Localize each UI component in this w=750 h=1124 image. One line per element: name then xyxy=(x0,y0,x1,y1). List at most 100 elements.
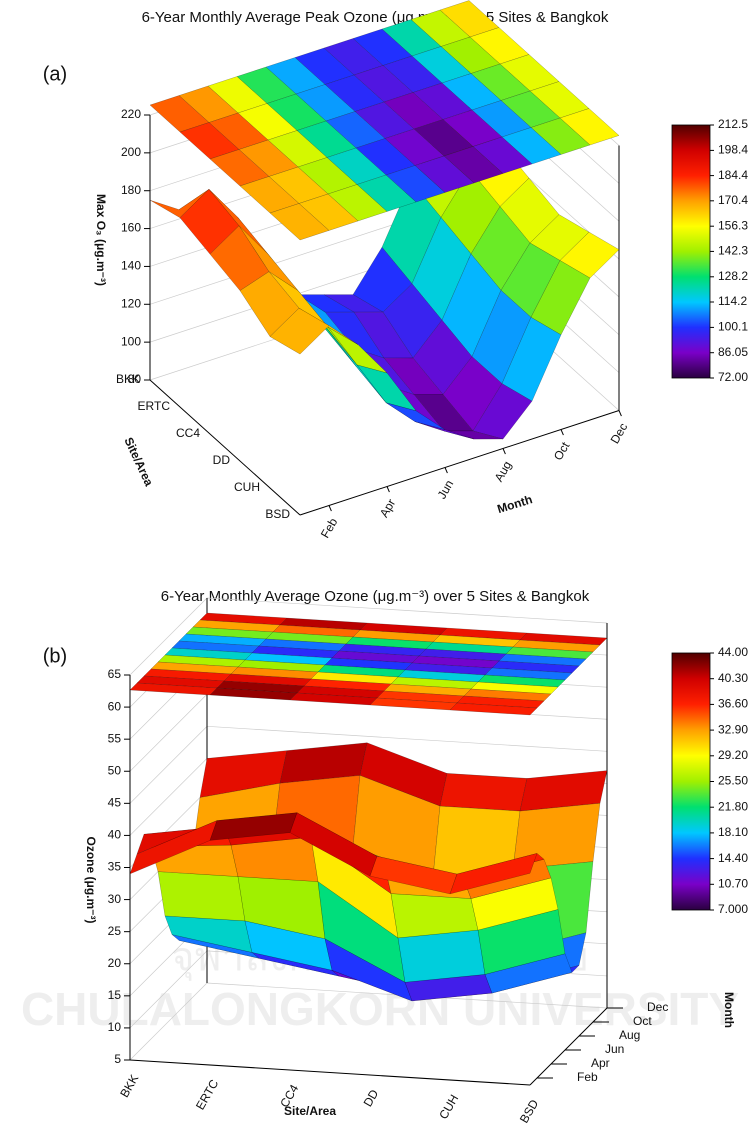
month-tick-label: Apr xyxy=(377,497,398,520)
month-tick xyxy=(444,467,448,474)
colorbar-tick-label: 21.80 xyxy=(718,799,748,813)
month-tick-label: Feb xyxy=(318,515,341,540)
chart-panel: 6-Year Monthly Average Peak Ozone (μg.m⁻… xyxy=(43,0,748,541)
site-tick-label: ERTC xyxy=(138,399,171,413)
panel-label: (a) xyxy=(43,63,67,85)
z-tick-label: 100 xyxy=(121,334,141,348)
z-tick-label: 65 xyxy=(108,667,122,681)
contour-map-cell xyxy=(519,632,608,646)
site-tick-label: ERTC xyxy=(193,1077,222,1112)
z-tick-label: 200 xyxy=(121,145,141,159)
site-tick-label: CUH xyxy=(234,480,260,494)
month-tick-label: Feb xyxy=(577,1070,598,1084)
colorbar-tick-label: 128.2 xyxy=(718,269,748,283)
surface-cell xyxy=(559,231,620,279)
panel-label: (b) xyxy=(43,645,67,667)
z-tick-label: 50 xyxy=(108,763,122,777)
z-tick-label: 40 xyxy=(108,828,122,842)
contour-map-cell xyxy=(491,660,580,674)
z-tick-label: 5 xyxy=(114,1052,121,1066)
site-axis-title: Site/Area xyxy=(284,1104,336,1118)
contour-map-cell xyxy=(512,639,601,653)
surface-cell xyxy=(449,853,538,895)
month-tick-label: Jun xyxy=(605,1042,624,1056)
site-tick-label: DD xyxy=(213,453,231,467)
surface-cell xyxy=(439,773,528,812)
z-tick-label: 30 xyxy=(108,892,122,906)
month-tick-label: Aug xyxy=(492,459,515,484)
z-tick-label: 20 xyxy=(108,956,122,970)
chart-title: 6-Year Monthly Average Peak Ozone (μg.m⁻… xyxy=(142,9,609,26)
contour-map-cell xyxy=(470,681,559,695)
site-tick-label: BKK xyxy=(116,372,140,386)
colorbar-tick-label: 29.20 xyxy=(718,748,748,762)
colorbar-tick-label: 10.70 xyxy=(718,876,748,890)
axis-line xyxy=(129,1059,531,1086)
month-tick-label: Dec xyxy=(647,1000,668,1014)
site-tick-label: DD xyxy=(361,1087,382,1109)
month-tick xyxy=(328,505,332,512)
month-tick xyxy=(386,486,390,493)
site-tick-label: BKK xyxy=(117,1072,141,1100)
site-tick-label: BSD xyxy=(265,507,290,521)
z-axis-title: Max O₃ (μg.m⁻³) xyxy=(94,194,108,286)
z-tick-label: 10 xyxy=(108,1020,122,1034)
z-tick-label: 160 xyxy=(121,221,141,235)
contour-map-cell xyxy=(484,667,573,681)
surface-cell xyxy=(519,770,608,812)
site-axis-title: Site/Area xyxy=(121,435,156,488)
month-tick xyxy=(560,429,564,436)
axis-line xyxy=(529,1007,608,1086)
surface-cell xyxy=(501,316,562,402)
colorbar-tick-label: 184.4 xyxy=(718,168,748,182)
colorbar-tick-label: 7.000 xyxy=(718,902,748,916)
month-tick-label: Oct xyxy=(551,439,573,463)
chart-panel: 6-Year Monthly Average Ozone (μg.m⁻³) ov… xyxy=(43,588,749,1124)
axis-line xyxy=(149,379,301,516)
axis-line xyxy=(299,410,620,516)
colorbar-tick-label: 14.40 xyxy=(718,851,748,865)
month-tick-label: Oct xyxy=(633,1014,652,1028)
surface-cell xyxy=(390,893,479,939)
site-tick-label: BSD xyxy=(517,1097,542,1124)
surface-cell xyxy=(397,929,486,983)
colorbar-tick-label: 114.2 xyxy=(718,294,747,308)
colorbar xyxy=(671,124,711,379)
colorbar-tick-label: 25.50 xyxy=(718,774,748,788)
z-tick-label: 80 xyxy=(128,372,142,386)
colorbar-tick-label: 44.00 xyxy=(718,645,748,659)
z-tick-label: 55 xyxy=(108,731,122,745)
contour-map-cell xyxy=(449,702,538,716)
site-tick-label: CC4 xyxy=(176,426,200,440)
colorbar-tick-label: 170.4 xyxy=(718,193,748,207)
colorbar-tick-label: 18.10 xyxy=(718,825,748,839)
month-tick-label: Aug xyxy=(619,1028,640,1042)
month-tick-label: Dec xyxy=(608,421,631,446)
z-tick-label: 220 xyxy=(121,107,141,121)
z-tick-label: 60 xyxy=(108,699,122,713)
site-tick-label: CUH xyxy=(436,1092,461,1122)
z-tick-label: 180 xyxy=(121,183,141,197)
colorbar-tick-label: 36.60 xyxy=(718,697,748,711)
month-tick xyxy=(618,410,622,417)
surface-cell xyxy=(157,871,246,922)
contour-map-cell xyxy=(463,688,552,702)
month-tick xyxy=(502,448,506,455)
month-tick-label: Jun xyxy=(435,478,457,502)
colorbar-tick-label: 212.5 xyxy=(718,117,748,131)
colorbar-tick-label: 198.4 xyxy=(718,143,748,157)
colorbar-tick-label: 142.3 xyxy=(718,244,748,258)
z-tick-label: 140 xyxy=(121,259,141,273)
surface-cell xyxy=(484,953,573,994)
z-axis-title: Ozone (μg.m⁻³) xyxy=(84,837,98,924)
contour-map-cell xyxy=(456,695,545,709)
colorbar-tick-label: 86.05 xyxy=(718,345,748,359)
colorbar-tick-label: 32.90 xyxy=(718,722,748,736)
month-axis-title: Month xyxy=(722,992,736,1028)
z-tick-label: 120 xyxy=(121,296,141,310)
z-tick-label: 45 xyxy=(108,796,122,810)
colorbar-tick-label: 40.30 xyxy=(718,671,748,685)
surface-cell xyxy=(530,260,591,336)
contour-map-cell xyxy=(269,203,330,241)
